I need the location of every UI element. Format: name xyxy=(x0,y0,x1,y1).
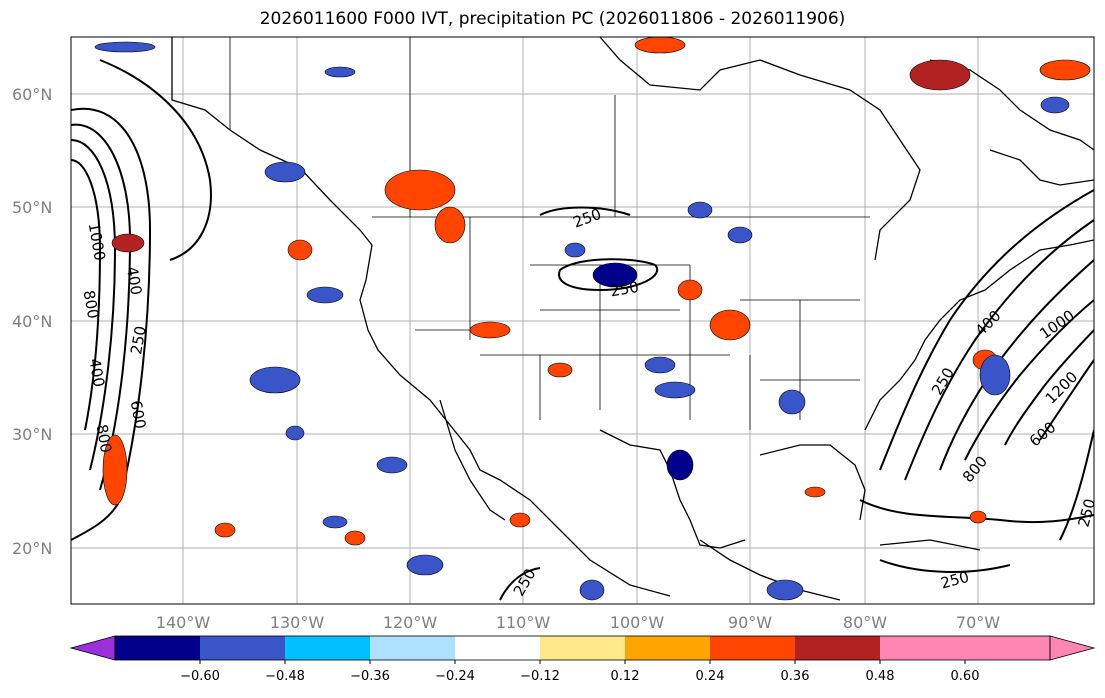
contour-label: 250 xyxy=(1074,497,1099,529)
contour-label: 600 xyxy=(127,399,150,430)
colorbar-tick-label: 0.24 xyxy=(696,669,725,684)
colorbar-segment xyxy=(115,636,200,660)
colorbar-segment xyxy=(795,636,880,660)
colorbar-segment xyxy=(965,636,1050,660)
colorbar-extend-low xyxy=(69,635,116,661)
colorbar-segment xyxy=(540,636,625,660)
contour-label: 250 xyxy=(127,325,150,356)
lat-label: 60°N xyxy=(12,85,52,104)
colorbar xyxy=(69,635,1096,661)
colorbar-frame xyxy=(114,635,1051,661)
lon-label: 110°W xyxy=(496,613,551,632)
gridlines xyxy=(71,37,1094,604)
colorbar-tick-label: −0.12 xyxy=(520,669,560,684)
longitude-labels: 140°W 130°W 120°W 110°W 100°W 90°W 80°W … xyxy=(156,613,1000,632)
lon-label: 80°W xyxy=(843,613,887,632)
colorbar-extend-high xyxy=(1049,635,1096,661)
colorbar-segment xyxy=(285,636,370,660)
precip-shading xyxy=(94,37,1091,601)
map-frame xyxy=(70,36,1095,605)
lat-label: 20°N xyxy=(12,539,52,558)
colorbar-segment xyxy=(370,636,455,660)
lon-label: 100°W xyxy=(610,613,665,632)
contour-label: 250 xyxy=(609,278,640,301)
colorbar-tick-label: −0.48 xyxy=(265,669,305,684)
colorbar-tick-label: 0.36 xyxy=(781,669,810,684)
lat-label: 40°N xyxy=(12,312,52,331)
colorbar-segment xyxy=(455,636,540,660)
colorbar-tick-label: −0.36 xyxy=(350,669,390,684)
lat-label: 30°N xyxy=(12,425,52,444)
coastlines xyxy=(171,37,1094,601)
colorbar-segment xyxy=(710,636,795,660)
colorbar-segment xyxy=(880,636,965,660)
lon-label: 140°W xyxy=(156,613,211,632)
lat-label: 50°N xyxy=(12,198,52,217)
contour-label: 400 xyxy=(85,357,108,388)
colorbar-tick-label: −0.60 xyxy=(180,669,220,684)
contour-label: 800 xyxy=(80,289,103,320)
colorbar-labels: −0.60 −0.48 −0.36 −0.24 −0.12 0.12 0.24 0.36 0.4… xyxy=(180,660,979,684)
colorbar-tick-label: 0.60 xyxy=(951,669,980,684)
lon-label: 90°W xyxy=(728,613,772,632)
colorbar-tick-label: −0.24 xyxy=(435,669,475,684)
contour-label: 800 xyxy=(93,423,116,454)
colorbar-tick-label: 0.48 xyxy=(866,669,895,684)
colorbar-segment xyxy=(200,636,285,660)
lon-label: 70°W xyxy=(956,613,1000,632)
latitude-labels: 60°N 50°N 40°N 30°N 20°N xyxy=(12,85,52,558)
contour-label: 400 xyxy=(123,265,146,296)
lon-label: 130°W xyxy=(270,613,325,632)
colorbar-segment xyxy=(625,636,710,660)
lon-label: 120°W xyxy=(383,613,438,632)
map-title: 2026011600 F000 IVT, precipitation PC (2… xyxy=(259,9,846,29)
colorbar-tick-label: 0.12 xyxy=(611,669,640,684)
